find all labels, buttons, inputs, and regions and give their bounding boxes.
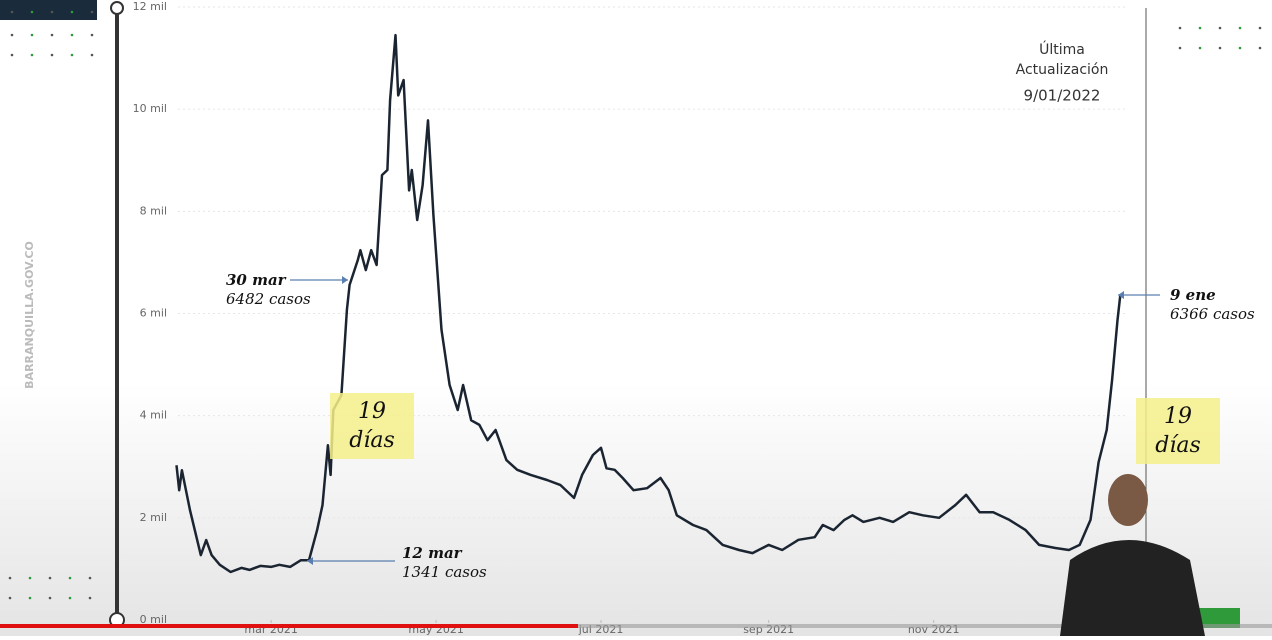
y-tick-label: 10 mil [133,102,167,115]
y-tick-label: 12 mil [133,0,167,13]
dot [68,576,72,580]
dot [50,33,54,37]
dot [50,53,54,57]
annotation-date: 9 ene [1170,286,1216,304]
dot [30,10,34,14]
corner-block [0,0,97,20]
presenter-head [1108,474,1148,526]
dot [48,596,52,600]
arrow-head [1118,291,1124,299]
annotation-date: 30 mar [226,271,287,289]
dot [1238,26,1242,30]
dot [8,596,12,600]
highlight-box [330,393,414,459]
y-tick-label: 4 mil [140,409,167,422]
series-line [175,33,1122,574]
dot [68,596,72,600]
y-tick-label: 2 mil [140,511,167,524]
axis-knob [110,1,124,15]
dot [1178,26,1182,30]
dot [90,33,94,37]
watermark: BARRANQUILLA.GOV.CO [23,241,36,389]
dot [70,10,74,14]
dot [70,53,74,57]
dot [30,53,34,57]
annotation-date: 12 mar [402,544,463,562]
highlight-text: días [349,428,395,453]
dot [1198,46,1202,50]
dot [1258,26,1262,30]
progress-bar [0,624,578,628]
dot [48,576,52,580]
dot [88,596,92,600]
update-label: Actualización [1016,62,1109,78]
dot [90,10,94,14]
dot [1178,46,1182,50]
dot [70,33,74,37]
update-date: 9/01/2022 [1024,87,1101,105]
dot [8,576,12,580]
annotation-text: 6366 casos [1170,305,1255,323]
progress-track [0,624,1272,628]
dot [90,53,94,57]
highlight-text: días [1155,433,1201,458]
presenter [1060,474,1205,636]
dot [1218,46,1222,50]
dot [10,53,14,57]
annotation-text: 1341 casos [402,563,487,581]
dot [1218,26,1222,30]
presenter-body [1060,540,1205,636]
y-tick-label: 8 mil [140,204,167,217]
dot [1198,26,1202,30]
highlight-box [1136,398,1220,464]
highlight-number: 19 [1164,404,1192,429]
dot [88,576,92,580]
update-label: Última [1039,40,1085,58]
dot [10,10,14,14]
dot [30,33,34,37]
dot [28,596,32,600]
dot [1238,46,1242,50]
arrow-head [342,276,348,284]
y-tick-label: 6 mil [140,307,167,320]
dot [10,33,14,37]
decoration [8,10,1262,600]
highlight-number: 19 [358,399,386,424]
arrow-head [307,557,313,565]
y-tick-label: 0 mil [140,613,167,626]
dot [28,576,32,580]
dot [50,10,54,14]
dot [1258,46,1262,50]
annotation-text: 6482 casos [226,290,311,308]
